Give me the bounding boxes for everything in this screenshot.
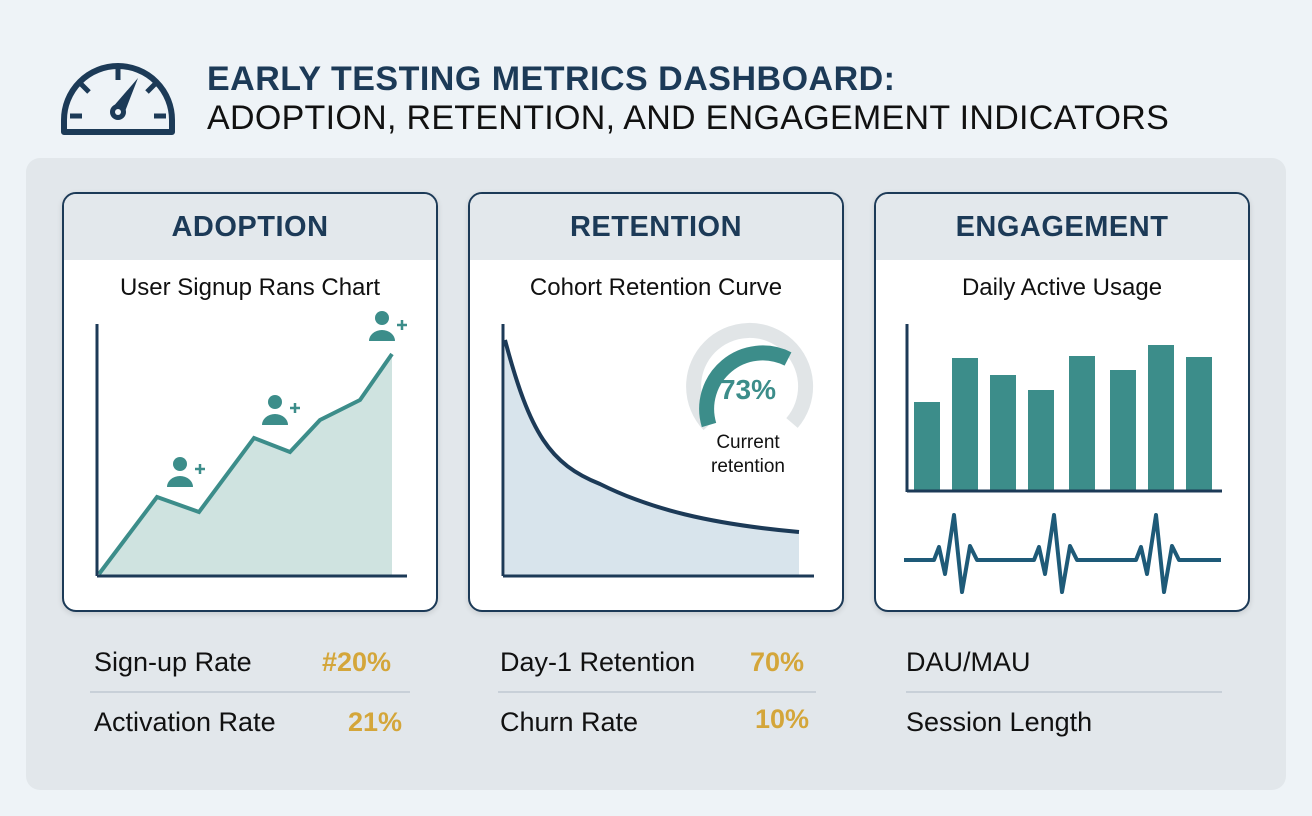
gauge-label-1: Current — [716, 432, 780, 453]
metric-label: Session Length — [906, 707, 1093, 737]
signup-area — [99, 354, 392, 576]
divider — [906, 691, 1222, 693]
gauge-track — [686, 322, 814, 431]
usage-bar — [952, 358, 978, 492]
metric-label: Activation Rate — [94, 707, 276, 737]
metric-value: 70% — [750, 647, 805, 677]
card-subtitle: Cohort Retention Curve — [529, 274, 783, 301]
usage-bar — [1186, 357, 1212, 492]
card-title: RETENTION — [470, 194, 842, 260]
retention-area — [505, 340, 799, 576]
speedometer-icon — [61, 63, 175, 135]
user-add-icon — [167, 457, 205, 487]
metric-label: Sign-up Rate — [94, 647, 252, 677]
gauge-label-2: retention — [711, 456, 785, 477]
dashboard-subtitle: ADOPTION, RETENTION, AND ENGAGEMENT INDI… — [207, 99, 1170, 137]
metric-label: Day-1 Retention — [500, 647, 696, 677]
usage-bar — [914, 402, 940, 492]
metric-label: Churn Rate — [500, 707, 639, 737]
gauge-value: 73% — [719, 374, 777, 405]
metric-value: 21% — [348, 707, 403, 737]
metric-label: DAU/MAU — [906, 647, 1031, 677]
user-add-icon — [369, 311, 407, 341]
usage-bar — [1148, 345, 1174, 492]
retention-card: RETENTION Cohort Retention Curve 73% Cur… — [468, 192, 844, 612]
signup-chart — [95, 311, 407, 578]
card-subtitle: User Signup Rans Chart — [119, 274, 381, 301]
dashboard-title: EARLY TESTING METRICS DASHBOARD: — [207, 60, 896, 98]
gauge-fill — [699, 345, 792, 428]
divider — [90, 691, 410, 693]
metric-value: 10% — [755, 704, 810, 734]
card-title: ENGAGEMENT — [876, 194, 1248, 260]
metric-value: #20% — [322, 647, 392, 677]
user-add-icon — [262, 395, 300, 425]
signup-line — [97, 352, 394, 576]
usage-bar — [1028, 390, 1054, 492]
retention-chart — [501, 322, 814, 578]
usage-chart — [904, 324, 1222, 594]
usage-bar — [1110, 370, 1136, 492]
card-title: ADOPTION — [64, 194, 436, 260]
usage-bar — [1069, 356, 1095, 492]
heartbeat-line — [904, 513, 1221, 594]
adoption-card: ADOPTION User Signup Rans Chart — [62, 192, 438, 612]
divider — [498, 691, 816, 693]
engagement-card: ENGAGEMENT Daily Active Usage — [874, 192, 1250, 612]
usage-bar — [990, 375, 1016, 492]
card-subtitle: Daily Active Usage — [961, 274, 1163, 301]
retention-curve — [503, 339, 800, 534]
